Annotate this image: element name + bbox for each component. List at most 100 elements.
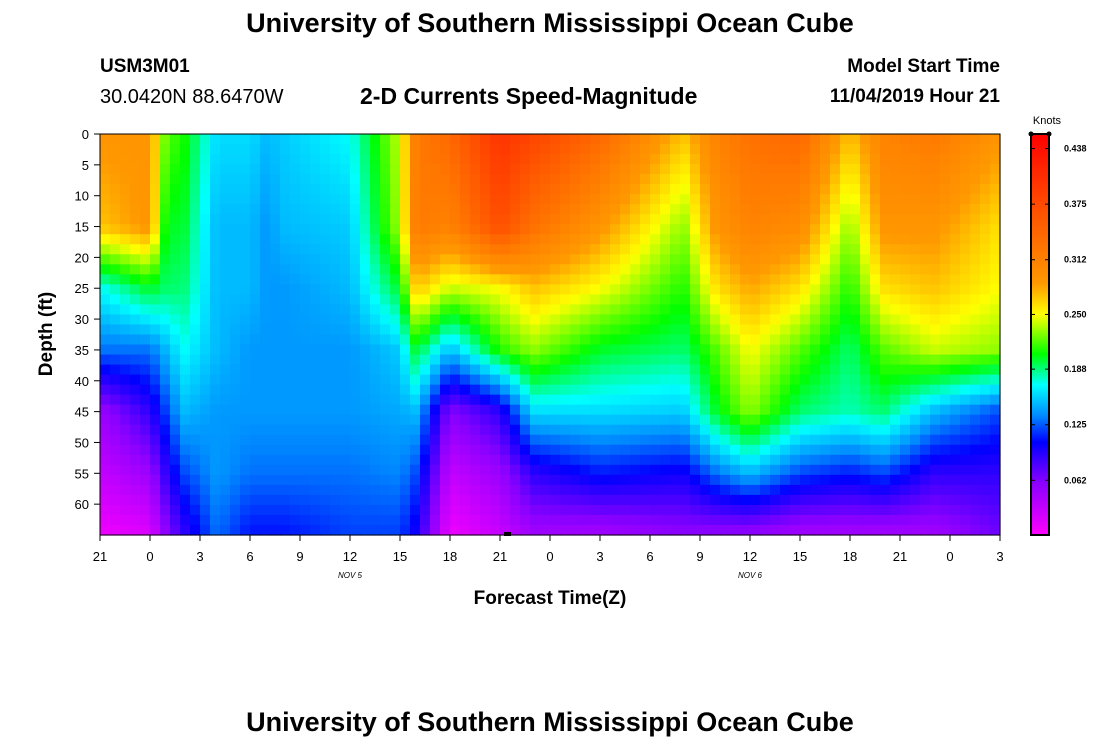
heatmap-cell bbox=[190, 274, 201, 285]
heatmap-cell bbox=[660, 384, 671, 396]
heatmap-cell bbox=[730, 434, 741, 446]
heatmap-cell bbox=[580, 454, 591, 466]
heatmap-cell bbox=[450, 164, 461, 175]
heatmap-cell bbox=[300, 484, 311, 496]
heatmap-cell bbox=[510, 444, 521, 456]
heatmap-cell bbox=[740, 334, 751, 346]
heatmap-cell bbox=[920, 224, 931, 235]
heatmap-cell bbox=[600, 294, 611, 306]
heatmap-cell bbox=[200, 144, 211, 155]
heatmap-cell bbox=[460, 204, 471, 215]
heatmap-cell bbox=[860, 524, 871, 536]
heatmap-cell bbox=[510, 514, 521, 526]
heatmap-cell bbox=[620, 524, 631, 536]
heatmap-cell bbox=[820, 464, 831, 476]
heatmap-cell bbox=[280, 244, 291, 255]
heatmap-cell bbox=[740, 214, 751, 225]
heatmap-cell bbox=[250, 204, 261, 215]
heatmap-cell bbox=[580, 384, 591, 396]
heatmap-cell bbox=[530, 394, 541, 406]
heatmap-cell bbox=[370, 164, 381, 175]
heatmap-cell bbox=[140, 344, 151, 356]
heatmap-cell bbox=[950, 314, 961, 326]
heatmap-cell bbox=[520, 224, 531, 235]
heatmap-cell bbox=[970, 364, 981, 376]
heatmap-cell bbox=[170, 264, 181, 275]
heatmap-cell bbox=[550, 194, 561, 205]
heatmap-cell bbox=[600, 404, 611, 416]
heatmap-cell bbox=[280, 174, 291, 185]
heatmap-cell bbox=[630, 294, 641, 306]
heatmap-cell bbox=[690, 444, 701, 456]
heatmap-cell bbox=[150, 294, 161, 306]
heatmap-cell bbox=[350, 204, 361, 215]
heatmap-cell bbox=[740, 134, 751, 145]
heatmap-cell bbox=[160, 474, 171, 486]
heatmap-cell bbox=[530, 374, 541, 386]
heatmap-cell bbox=[670, 254, 681, 265]
heatmap-cell bbox=[730, 444, 741, 456]
heatmap-cell bbox=[660, 404, 671, 416]
heatmap-cell bbox=[220, 344, 231, 356]
heatmap-cell bbox=[350, 484, 361, 496]
heatmap-cell bbox=[730, 264, 741, 275]
heatmap-cell bbox=[560, 314, 571, 326]
heatmap-cell bbox=[130, 364, 141, 376]
heatmap-cell bbox=[570, 154, 581, 165]
heatmap-cell bbox=[320, 154, 331, 165]
heatmap-cell bbox=[950, 284, 961, 296]
heatmap-cell bbox=[810, 514, 821, 526]
heatmap-cell bbox=[820, 334, 831, 346]
heatmap-cell bbox=[750, 374, 761, 386]
heatmap-cell bbox=[500, 464, 511, 476]
heatmap-cell bbox=[950, 494, 961, 506]
heatmap-cell bbox=[830, 314, 841, 326]
heatmap-cell bbox=[580, 334, 591, 346]
heatmap-cell bbox=[230, 164, 241, 175]
heatmap-cell bbox=[270, 494, 281, 506]
heatmap-cell bbox=[690, 154, 701, 165]
heatmap-cell bbox=[330, 254, 341, 265]
heatmap-cell bbox=[260, 364, 271, 376]
heatmap-cell bbox=[560, 344, 571, 356]
heatmap-cell bbox=[100, 164, 111, 175]
heatmap-cell bbox=[370, 304, 381, 316]
heatmap-cell bbox=[400, 394, 411, 406]
heatmap-cell bbox=[140, 204, 151, 215]
heatmap-cell bbox=[130, 354, 141, 366]
heatmap-cell bbox=[230, 204, 241, 215]
heatmap-cell bbox=[610, 194, 621, 205]
heatmap-cell bbox=[770, 184, 781, 195]
heatmap-cell bbox=[120, 414, 131, 426]
heatmap-cell bbox=[880, 514, 891, 526]
heatmap-cell bbox=[690, 344, 701, 356]
heatmap-cell bbox=[190, 414, 201, 426]
heatmap-cell bbox=[880, 144, 891, 155]
heatmap-cell bbox=[380, 334, 391, 346]
heatmap-cell bbox=[340, 204, 351, 215]
heatmap-cell bbox=[380, 294, 391, 306]
heatmap-cell bbox=[570, 444, 581, 456]
heatmap-cell bbox=[900, 444, 911, 456]
heatmap-cell bbox=[130, 314, 141, 326]
heatmap-cell bbox=[840, 204, 851, 215]
heatmap-cell bbox=[970, 224, 981, 235]
heatmap-cell bbox=[830, 354, 841, 366]
heatmap-cell bbox=[580, 264, 591, 275]
heatmap-cell bbox=[180, 324, 191, 336]
heatmap-cell bbox=[130, 194, 141, 205]
heatmap-cell bbox=[560, 354, 571, 366]
heatmap-cell bbox=[340, 394, 351, 406]
heatmap-cell bbox=[610, 244, 621, 255]
heatmap-cell bbox=[640, 504, 651, 516]
heatmap-cell bbox=[600, 484, 611, 496]
heatmap-cell bbox=[170, 174, 181, 185]
heatmap-cell bbox=[310, 234, 321, 245]
heatmap-cell bbox=[930, 254, 941, 265]
heatmap-cell bbox=[850, 494, 861, 506]
heatmap-cell bbox=[830, 464, 841, 476]
model-start-label: Model Start Time bbox=[847, 56, 1000, 77]
heatmap-cell bbox=[500, 134, 511, 145]
heatmap-cell bbox=[110, 384, 121, 396]
heatmap-cell bbox=[190, 204, 201, 215]
